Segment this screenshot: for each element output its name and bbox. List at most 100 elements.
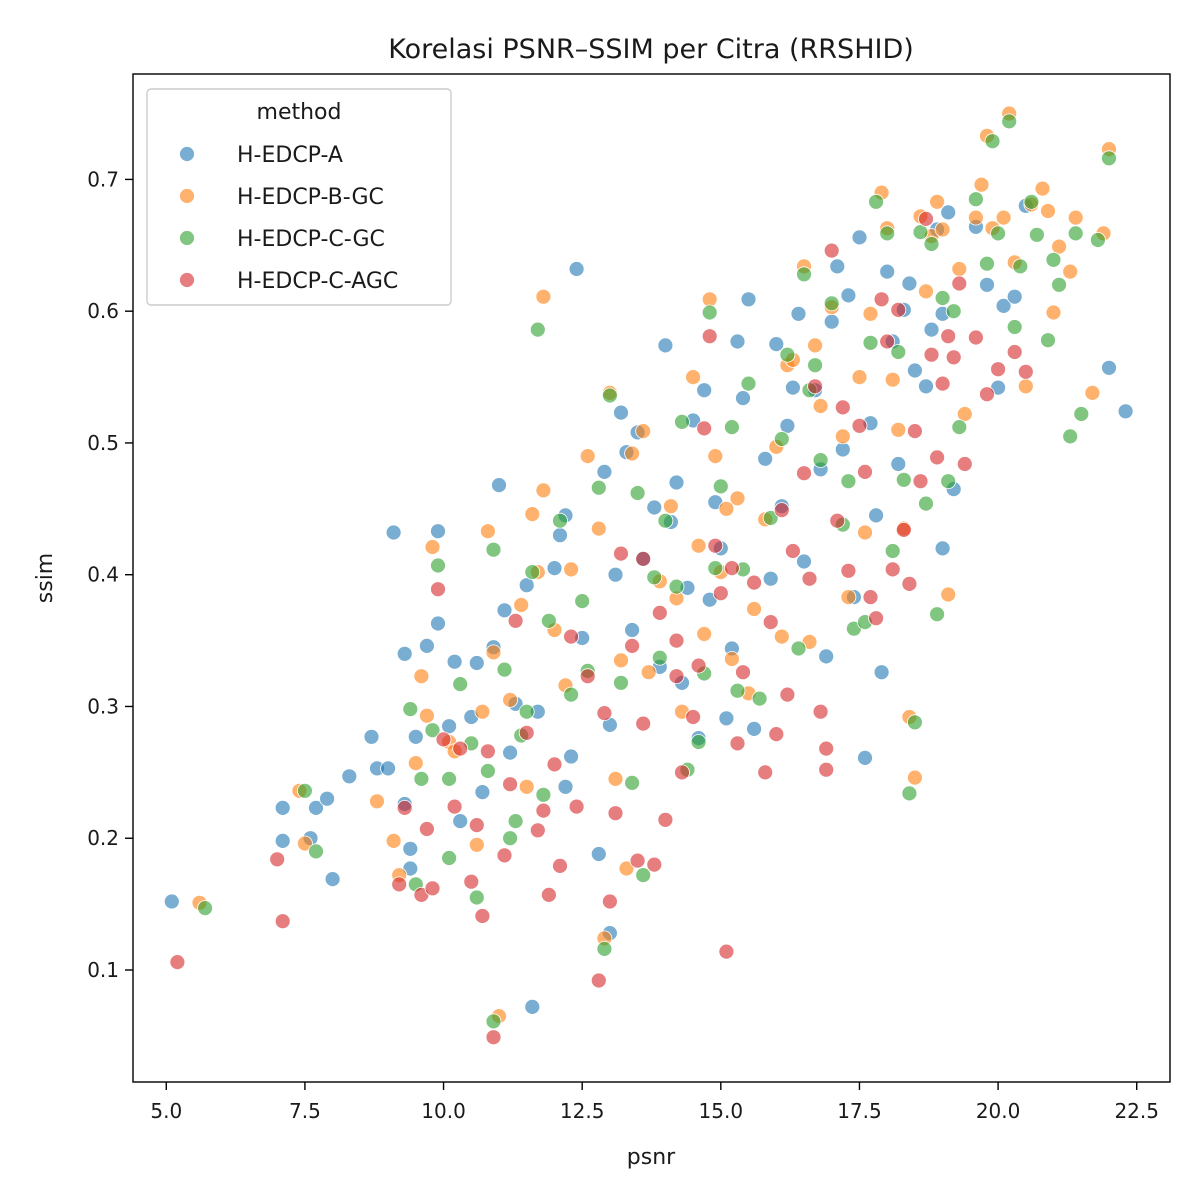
data-point	[929, 606, 945, 623]
data-point	[751, 690, 768, 707]
data-point	[890, 421, 907, 438]
data-point	[884, 543, 901, 559]
data-point	[274, 800, 291, 816]
data-point	[435, 731, 452, 748]
data-point	[685, 709, 701, 725]
data-point	[862, 305, 879, 322]
legend-box	[146, 88, 452, 306]
data-point	[840, 589, 857, 605]
data-point	[968, 191, 984, 208]
y-tick-label: 0.6	[87, 299, 119, 323]
data-point	[1006, 344, 1023, 360]
data-point	[862, 589, 879, 605]
data-point	[895, 471, 912, 488]
data-point	[1001, 113, 1018, 130]
data-point	[1006, 288, 1023, 305]
data-point	[884, 561, 901, 578]
legend-marker	[179, 230, 195, 246]
data-point	[912, 224, 929, 241]
data-point	[712, 585, 729, 602]
data-point	[735, 664, 751, 681]
data-point	[668, 474, 685, 491]
data-point	[884, 371, 901, 388]
data-point	[479, 763, 496, 779]
data-point	[452, 740, 469, 757]
data-point	[502, 830, 519, 847]
data-point	[657, 337, 674, 354]
y-tick-label: 0.4	[87, 563, 119, 587]
data-point	[574, 593, 591, 609]
data-point	[934, 221, 951, 238]
data-point	[907, 423, 923, 440]
data-point	[818, 648, 835, 665]
data-point	[308, 843, 324, 860]
legend-label: H-EDCP-B-GC	[237, 185, 384, 210]
data-point	[868, 610, 884, 627]
data-point	[929, 193, 945, 210]
data-point	[363, 728, 380, 745]
data-point	[1062, 263, 1079, 280]
data-point	[1117, 403, 1134, 420]
data-point	[518, 778, 535, 795]
data-point	[602, 387, 618, 404]
data-point	[430, 581, 446, 598]
data-point	[818, 740, 835, 757]
data-point	[657, 811, 674, 828]
data-point	[552, 527, 568, 544]
y-tick-label: 0.2	[87, 826, 119, 850]
data-point	[812, 452, 829, 469]
data-point	[596, 941, 613, 957]
data-point	[740, 291, 757, 308]
data-point	[529, 321, 546, 338]
data-point	[635, 423, 652, 440]
data-point	[590, 520, 607, 537]
data-point	[790, 305, 807, 322]
data-point	[613, 674, 629, 691]
data-point	[274, 833, 291, 849]
data-point	[1062, 428, 1079, 445]
data-point	[674, 413, 690, 430]
x-tick-label: 7.5	[289, 1099, 321, 1123]
data-point	[535, 482, 552, 499]
data-point	[1084, 384, 1101, 401]
data-point	[796, 266, 812, 283]
data-point	[690, 734, 707, 750]
data-point	[1034, 180, 1051, 197]
data-point	[624, 622, 640, 638]
data-point	[635, 867, 652, 883]
data-point	[724, 560, 740, 576]
series-2	[197, 113, 1117, 1030]
data-point	[485, 541, 502, 558]
data-point	[873, 291, 890, 308]
data-point	[640, 664, 657, 681]
data-point	[535, 786, 552, 803]
data-point	[701, 304, 718, 321]
data-point	[502, 744, 519, 761]
data-point	[685, 369, 701, 386]
data-point	[773, 502, 790, 519]
data-point	[923, 346, 940, 363]
data-point	[552, 858, 568, 874]
data-point	[1023, 193, 1040, 210]
data-point	[746, 574, 762, 591]
data-point	[934, 290, 951, 306]
data-point	[724, 419, 740, 436]
data-point	[934, 375, 951, 392]
data-point	[402, 701, 419, 717]
data-point	[430, 615, 446, 632]
data-point	[579, 448, 596, 465]
data-point	[762, 614, 779, 630]
data-point	[1067, 225, 1084, 242]
x-tick-label: 22.5	[1114, 1099, 1159, 1123]
data-point	[779, 417, 796, 434]
data-point	[890, 301, 907, 318]
data-point	[418, 707, 435, 724]
data-point	[396, 800, 413, 816]
data-point	[468, 889, 485, 906]
data-point	[757, 764, 774, 781]
data-point	[918, 210, 934, 227]
data-point	[624, 445, 640, 462]
data-point	[646, 856, 663, 873]
data-point	[496, 602, 513, 619]
data-point	[945, 349, 962, 366]
